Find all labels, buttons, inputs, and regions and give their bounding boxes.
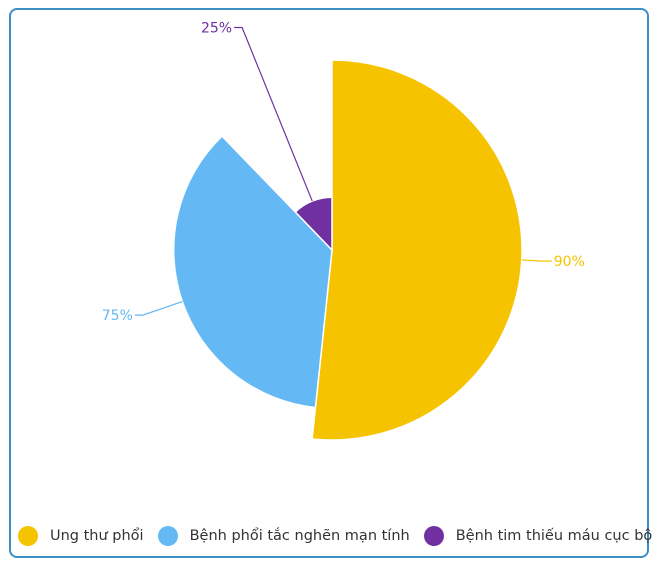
pie-chart: 90% 75% 25%: [102, 20, 585, 441]
leader-line-ischemic-heart: [234, 26, 313, 202]
legend-item-lung-cancer[interactable]: Ung thư phổi: [18, 526, 144, 546]
data-label-ischemic-heart: 25%: [201, 20, 232, 36]
pie-slice-copd[interactable]: [172, 135, 333, 409]
data-label-copd: 75%: [102, 308, 133, 324]
legend-label-copd: Bệnh phổi tắc nghẽn mạn tính: [189, 528, 410, 544]
legend: Ung thư phổi Bệnh phổi tắc nghẽn mạn tín…: [18, 521, 660, 551]
legend-item-ischemic-heart[interactable]: Bệnh tim thiếu máu cục bộ: [423, 526, 653, 546]
legend-label-lung-cancer: Ung thư phổi: [50, 528, 144, 544]
pie-slice-lung-cancer[interactable]: [311, 59, 523, 441]
legend-item-copd[interactable]: Bệnh phổi tắc nghẽn mạn tính: [157, 526, 410, 546]
legend-swatch-ischemic-heart: [423, 526, 444, 546]
legend-swatch-copd: [157, 526, 178, 546]
legend-swatch-lung-cancer: [18, 526, 38, 546]
legend-label-ischemic-heart: Bệnh tim thiếu máu cục bộ: [455, 528, 653, 544]
leader-line-lung-cancer: [521, 259, 552, 262]
pie-slice-ischemic-heart[interactable]: [294, 196, 333, 252]
data-label-lung-cancer: 90%: [554, 254, 585, 270]
leader-line-copd: [134, 300, 183, 316]
